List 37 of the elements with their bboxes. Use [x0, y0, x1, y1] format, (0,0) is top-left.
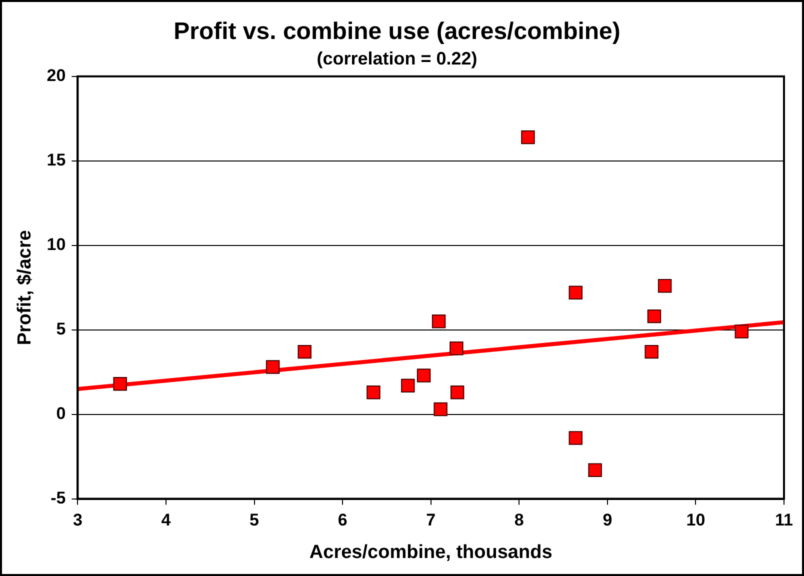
point — [450, 342, 464, 356]
x-tick-label: 7 — [426, 510, 436, 530]
y-tick-label: 15 — [46, 150, 66, 170]
y-tick-label: 20 — [46, 66, 66, 86]
x-axis-title: Acres/combine, thousands — [309, 542, 552, 563]
point — [647, 309, 662, 324]
point — [644, 344, 658, 359]
point — [366, 385, 380, 400]
point — [113, 377, 127, 391]
point — [432, 314, 446, 328]
point — [658, 279, 672, 293]
x-tick-label: 5 — [250, 510, 260, 530]
point — [416, 368, 431, 382]
y-tick-label: 10 — [46, 235, 66, 254]
x-tick-label: 10 — [686, 510, 706, 530]
x-tick-label: 6 — [338, 510, 348, 530]
point — [266, 360, 280, 374]
x-tick-label: 3 — [72, 510, 82, 530]
point — [568, 431, 583, 445]
point — [401, 378, 415, 392]
x-tick-label: 8 — [514, 510, 524, 530]
x-tick-label: 11 — [775, 510, 793, 530]
point — [521, 130, 535, 144]
chart-subtitle: (correlation = 0.22) — [316, 48, 478, 69]
point — [450, 385, 464, 400]
point — [434, 402, 448, 416]
point — [298, 344, 312, 359]
x-tick-label: 9 — [602, 510, 612, 530]
point — [588, 463, 602, 477]
y-tick-label: 5 — [56, 320, 66, 339]
chart-title: Profit vs. combine use (acres/combine) — [174, 18, 620, 46]
y-tick-label: 0 — [56, 404, 66, 424]
x-tick-label: 4 — [161, 510, 172, 530]
point — [734, 324, 748, 338]
y-tick-label: -5 — [50, 488, 66, 508]
y-axis-title: Profit, $/acre — [14, 230, 36, 346]
point — [568, 286, 583, 300]
